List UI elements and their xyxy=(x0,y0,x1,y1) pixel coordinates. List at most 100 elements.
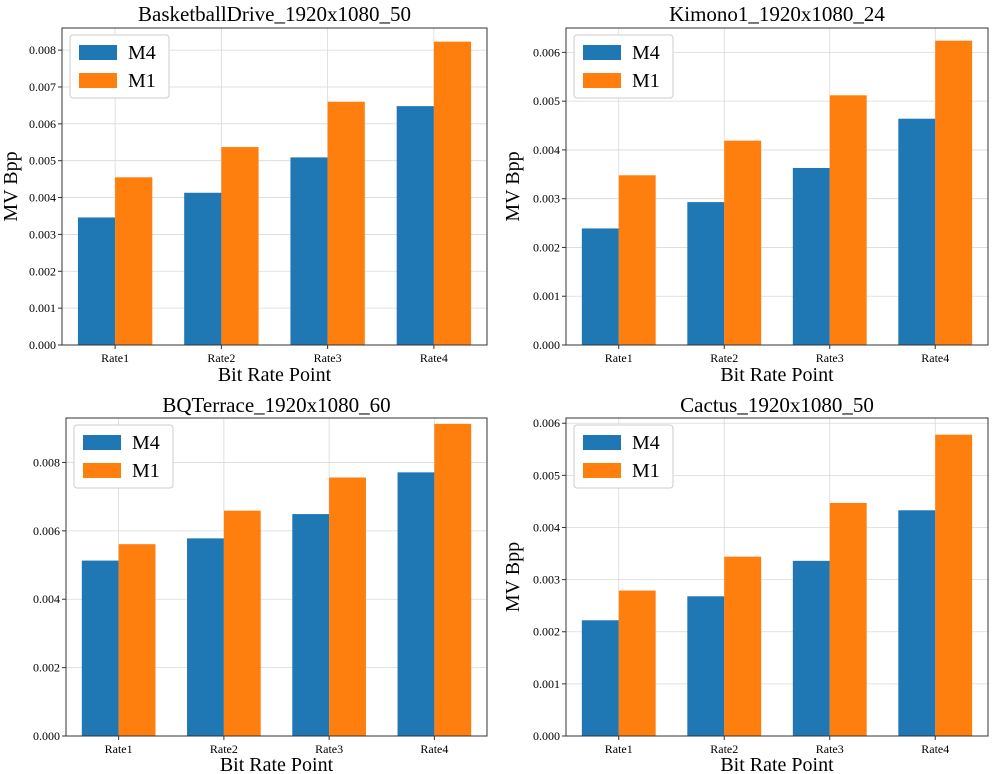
y-tick-label: 0.003 xyxy=(533,192,560,206)
bar-m4-rate2 xyxy=(187,538,224,736)
x-axis-label: Bit Rate Point xyxy=(220,754,334,774)
y-tick-label: 0.002 xyxy=(33,661,60,675)
y-tick-label: 0.002 xyxy=(533,625,560,639)
bar-m1-rate1 xyxy=(115,177,153,345)
legend-swatch-m1 xyxy=(583,463,621,478)
y-tick-label: 0.005 xyxy=(533,94,560,108)
legend-swatch-m4 xyxy=(79,45,117,60)
legend-swatch-m1 xyxy=(583,73,621,88)
x-tick-label: Rate1 xyxy=(105,742,133,756)
y-tick-label: 0.004 xyxy=(533,143,560,157)
legend-swatch-m1 xyxy=(79,73,117,88)
y-tick-label: 0.005 xyxy=(29,154,56,168)
x-tick-label: Rate3 xyxy=(314,351,342,365)
bar-m1-rate2 xyxy=(221,147,259,345)
legend-swatch-m1 xyxy=(83,463,121,478)
x-tick-label: Rate2 xyxy=(207,351,235,365)
y-tick-label: 0.000 xyxy=(33,729,60,743)
chart-panel-1: 0.000 0.001 0.002 0.003 0.004 0.005 0.006 0.007… xyxy=(0,2,488,386)
bar-m1-rate4 xyxy=(434,423,472,736)
bar-m4-rate2 xyxy=(184,192,222,345)
y-tick-label: 0.004 xyxy=(533,520,560,534)
plot-frame xyxy=(65,417,488,737)
x-tick-label: Rate4 xyxy=(420,351,448,365)
legend-swatch-m4 xyxy=(83,435,121,450)
x-tick-label: Rate2 xyxy=(710,351,738,365)
chart-title: BasketballDrive_1920x1080_50 xyxy=(138,2,411,26)
x-axis-label: Bit Rate Point xyxy=(218,364,332,386)
legend-label-m1: M1 xyxy=(632,70,660,92)
y-tick-label: 0.006 xyxy=(29,117,56,131)
bar-m4-rate2 xyxy=(687,596,725,736)
bar-m1-rate1 xyxy=(118,544,156,736)
x-tick-label: Rate3 xyxy=(315,742,343,756)
plot-frame xyxy=(565,27,989,346)
y-tick-label: 0.000 xyxy=(533,729,560,743)
y-tick-label: 0.000 xyxy=(29,338,56,352)
bar-m4-rate4 xyxy=(898,118,936,345)
y-tick-label: 0.008 xyxy=(33,455,60,469)
y-tick-label: 0.007 xyxy=(29,80,56,94)
legend-label-m4: M4 xyxy=(632,42,660,64)
bar-m1-rate3 xyxy=(829,95,867,345)
y-tick-label: 0.003 xyxy=(533,573,560,587)
chart-panel-4: 0.000 0.001 0.002 0.003 0.004 0.005 0.006 Rate1… xyxy=(502,393,989,774)
y-tick-label: 0.006 xyxy=(533,45,560,59)
x-tick-label: Rate3 xyxy=(816,742,844,756)
bar-m1-rate3 xyxy=(329,477,366,736)
bar-m4-rate2 xyxy=(687,202,725,345)
y-tick-label: 0.004 xyxy=(33,592,60,606)
chart-panel-3: 0.000 0.002 0.004 0.006 0.008 Rate1 Rate2 Rate3… xyxy=(33,393,488,774)
chart-title: BQTerrace_1920x1080_60 xyxy=(162,393,390,417)
x-tick-label: Rate1 xyxy=(605,351,633,365)
plot-frame xyxy=(61,27,488,346)
y-tick-label: 0.004 xyxy=(29,191,56,205)
bar-m4-rate1 xyxy=(77,217,116,345)
x-tick-label: Rate4 xyxy=(921,742,949,756)
legend-label-m1: M1 xyxy=(128,70,156,92)
x-tick-label: Rate2 xyxy=(210,742,238,756)
y-tick-label: 0.006 xyxy=(33,524,60,538)
y-tick-label: 0.005 xyxy=(533,468,560,482)
bar-m4-rate4 xyxy=(396,106,434,345)
bar-m1-rate1 xyxy=(618,590,656,736)
y-tick-label: 0.003 xyxy=(29,227,56,241)
bar-m1-rate2 xyxy=(724,140,762,345)
y-tick-label: 0.001 xyxy=(29,301,56,315)
y-tick-label: 0.001 xyxy=(533,677,560,691)
legend-label-m4: M4 xyxy=(132,432,160,454)
bar-m4-rate1 xyxy=(581,620,619,736)
bar-m4-rate3 xyxy=(792,560,830,736)
bar-m1-rate4 xyxy=(433,41,472,346)
y-axis-label: MV Bpp xyxy=(0,151,22,221)
bar-m4-rate1 xyxy=(581,228,619,345)
y-tick-label: 0.001 xyxy=(533,289,560,303)
legend-label-m4: M4 xyxy=(128,42,156,64)
bar-m1-rate1 xyxy=(618,175,656,345)
y-tick-label: 0.002 xyxy=(533,240,560,254)
bar-m1-rate4 xyxy=(935,434,973,736)
x-axis-label: Bit Rate Point xyxy=(720,364,834,386)
bar-m4-rate4 xyxy=(898,510,936,736)
bar-m1-rate4 xyxy=(935,40,973,346)
bar-m1-rate3 xyxy=(327,101,365,345)
x-tick-label: Rate3 xyxy=(816,351,844,365)
x-tick-label: Rate2 xyxy=(710,742,738,756)
x-tick-label: Rate4 xyxy=(420,742,448,756)
y-tick-label: 0.008 xyxy=(29,43,56,57)
legend-label-m1: M1 xyxy=(132,460,160,482)
plot-frame xyxy=(565,417,989,737)
bar-m4-rate3 xyxy=(292,514,330,736)
x-tick-label: Rate4 xyxy=(921,351,949,365)
y-tick-label: 0.006 xyxy=(533,416,560,430)
x-axis-label: Bit Rate Point xyxy=(720,754,834,774)
x-tick-label: Rate1 xyxy=(605,742,633,756)
legend-label-m1: M1 xyxy=(632,460,660,482)
y-axis-label: MV Bpp xyxy=(502,151,524,221)
chart-title: Kimono1_1920x1080_24 xyxy=(669,2,885,26)
